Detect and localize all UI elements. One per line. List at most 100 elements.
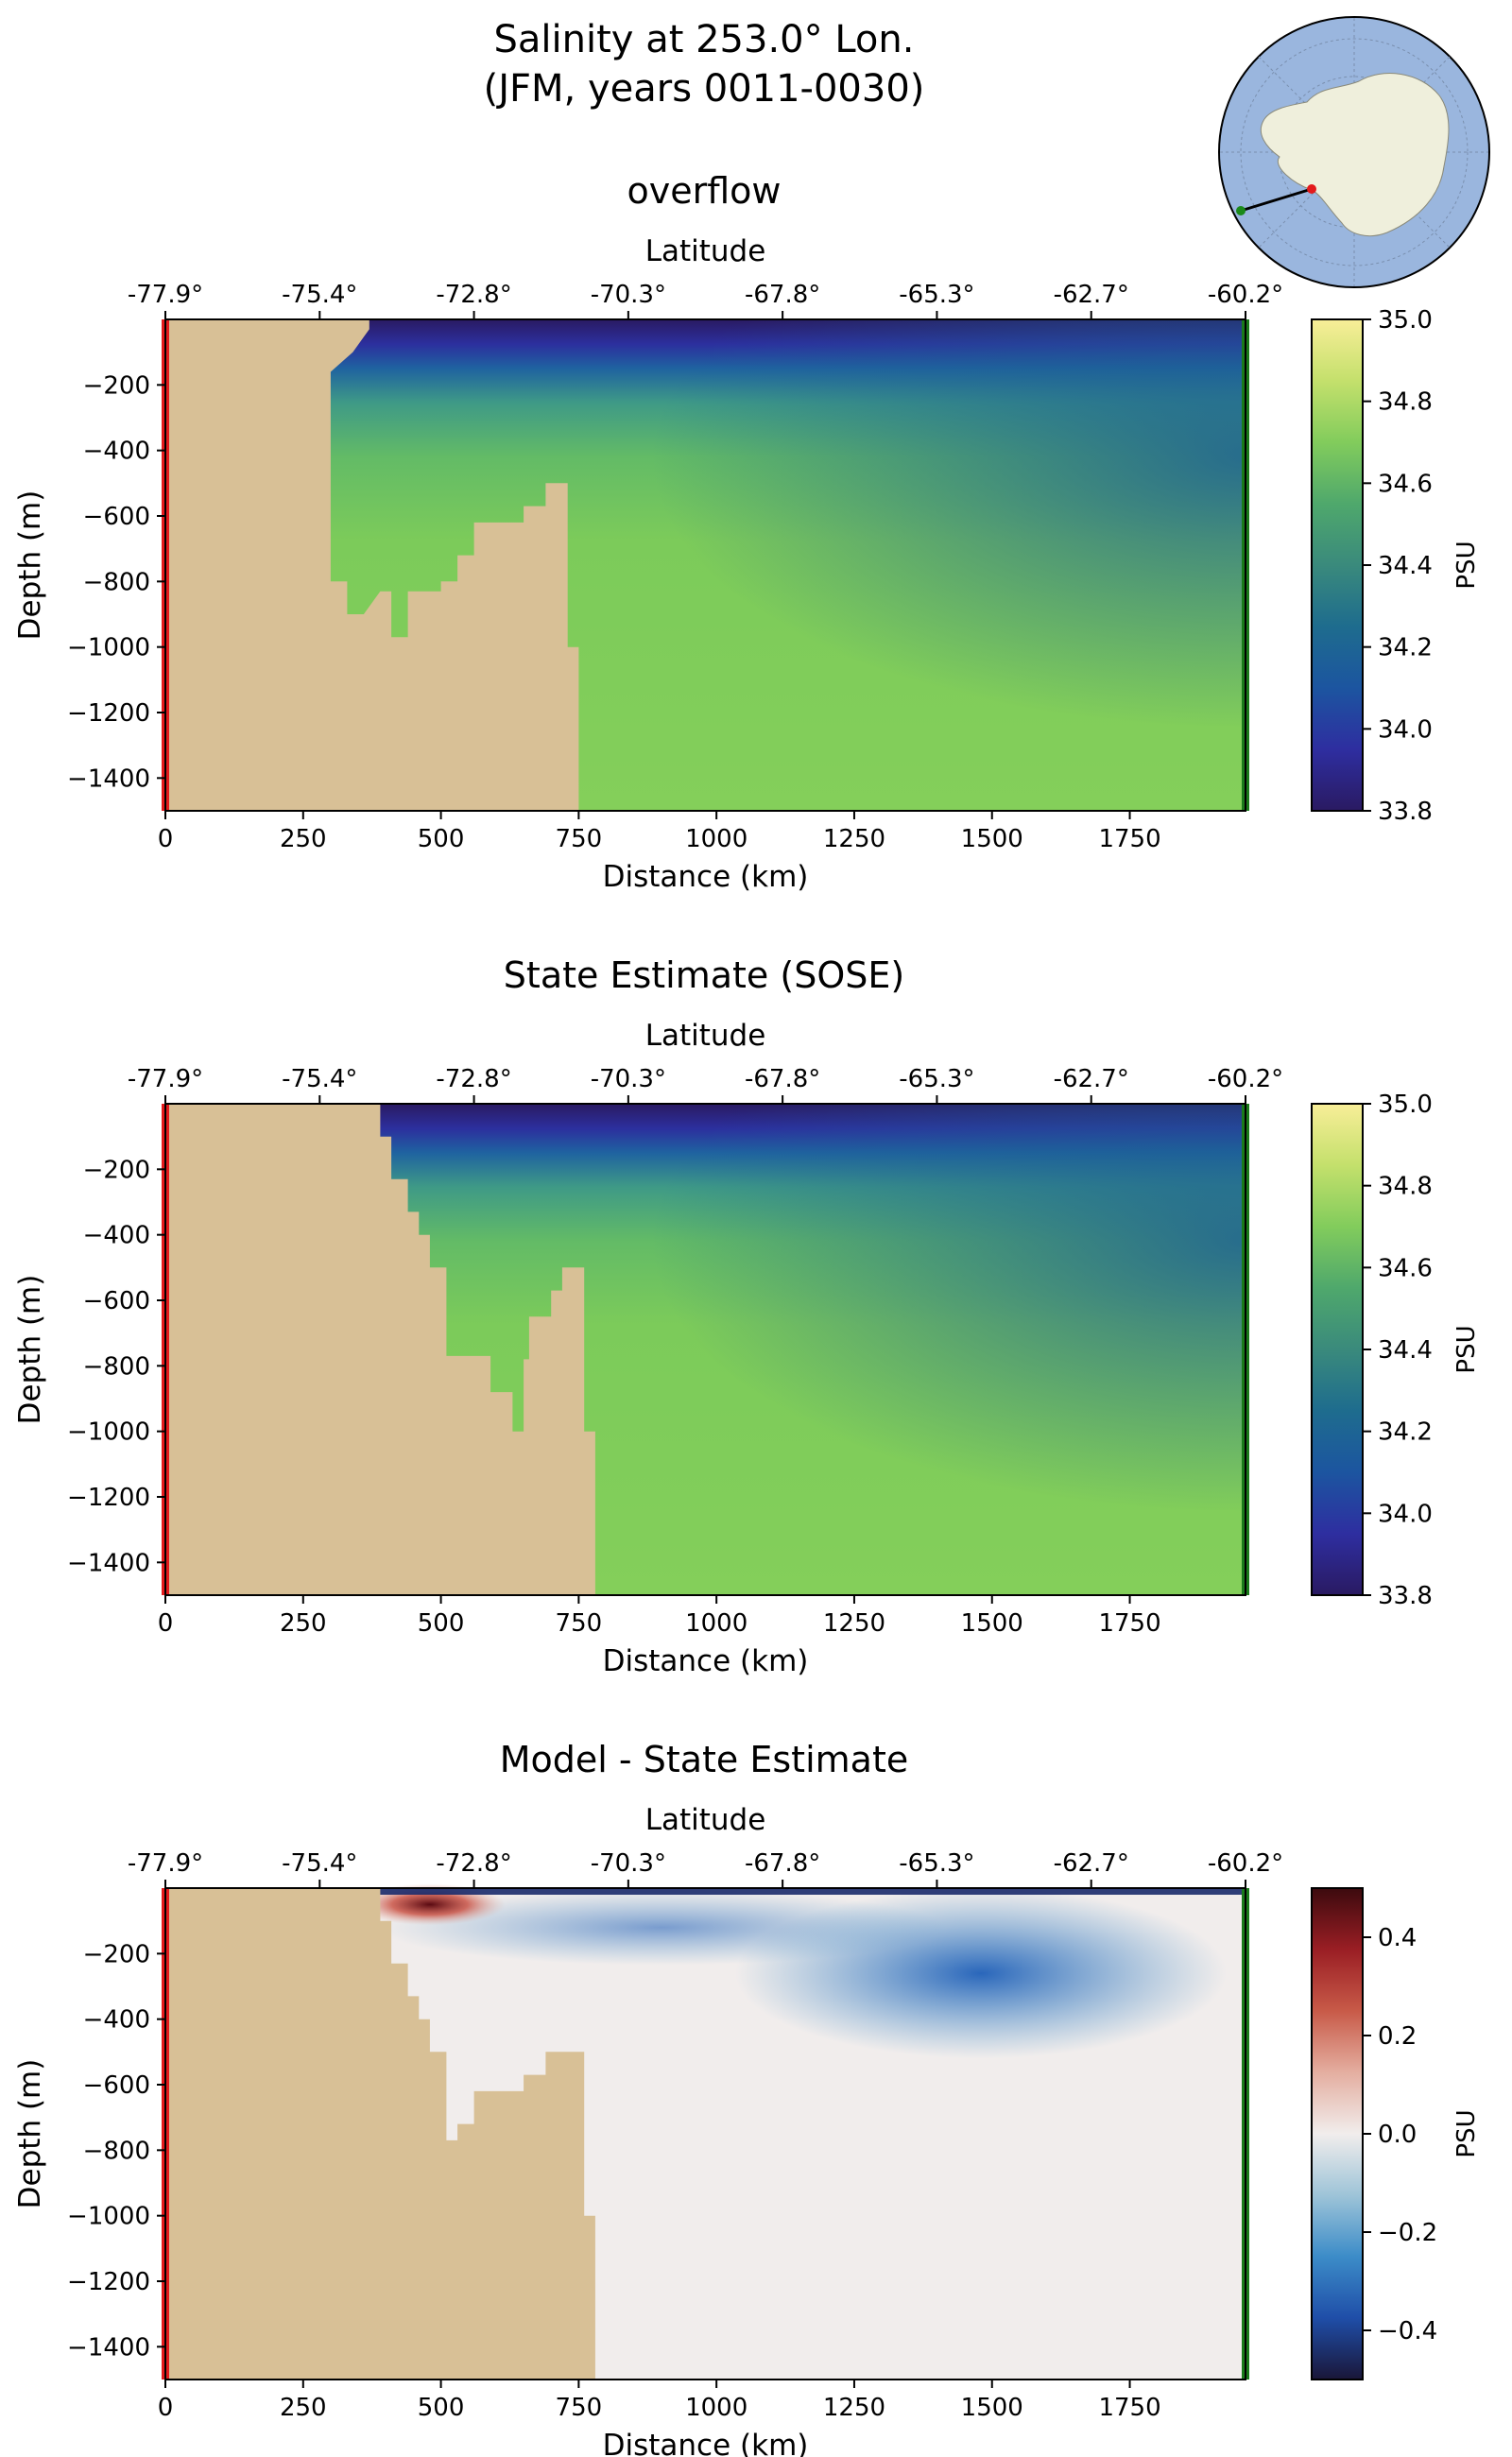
colorbar-tick-label: −0.2	[1378, 2219, 1437, 2247]
colorbar-tick-label: 34.6	[1378, 1254, 1433, 1282]
top-axis-label: Latitude	[645, 1803, 766, 1837]
top-tick-label: -60.2°	[1208, 281, 1283, 309]
y-tick-label: −600	[83, 1287, 150, 1315]
top-tick-label: -72.8°	[436, 281, 511, 309]
y-tick-label: −1200	[67, 2268, 150, 2296]
bathymetry-land-mask	[165, 319, 579, 811]
top-tick-label: -70.3°	[591, 281, 666, 309]
y-tick-label: −400	[83, 438, 150, 466]
top-tick-label: -75.4°	[282, 1849, 357, 1878]
top-tick-label: -62.7°	[1054, 1065, 1129, 1093]
x-tick-label: 1000	[685, 825, 747, 853]
plot-frame	[164, 318, 1246, 812]
x-tick-label: 0	[158, 2394, 174, 2422]
top-tick-label: -65.3°	[899, 1849, 974, 1878]
top-tick-label: -72.8°	[436, 1849, 511, 1878]
top-tick-label: -70.3°	[591, 1065, 666, 1093]
x-axis-label: Distance (km)	[603, 1644, 809, 1678]
x-tick-label: 750	[556, 1609, 603, 1638]
colorbar-tick-label: 34.4	[1378, 552, 1433, 580]
x-tick-label: 1750	[1098, 1609, 1160, 1638]
top-tick-label: -65.3°	[899, 1065, 974, 1093]
y-tick-label: −200	[83, 1156, 150, 1184]
panel-2-title: State Estimate (SOSE)	[503, 954, 905, 996]
y-tick-label: −1400	[67, 1549, 150, 1577]
y-tick-label: −1000	[67, 1418, 150, 1447]
y-tick-label: −200	[83, 371, 150, 400]
top-tick-label: -67.8°	[745, 281, 820, 309]
top-tick-label: -77.9°	[128, 1065, 203, 1093]
y-tick-label: −800	[83, 1352, 150, 1381]
x-tick-label: 1250	[823, 825, 885, 853]
x-tick-label: 250	[280, 2394, 327, 2422]
figure-title-line1: Salinity at 253.0° Lon.	[493, 18, 915, 61]
colorbar	[1311, 1887, 1364, 2380]
x-tick-label: 0	[158, 825, 174, 853]
x-tick-label: 1750	[1098, 2394, 1160, 2422]
top-tick-label: -65.3°	[899, 281, 974, 309]
colorbar-tick-label: 34.2	[1378, 634, 1433, 662]
x-tick-label: 500	[418, 1609, 465, 1638]
colorbar-tick-label: 34.6	[1378, 470, 1433, 498]
x-tick-label: 500	[418, 825, 465, 853]
top-tick-label: -60.2°	[1208, 1849, 1283, 1878]
y-tick-label: −1000	[67, 634, 150, 662]
y-tick-label: −800	[83, 2137, 150, 2165]
x-tick-label: 1500	[961, 825, 1023, 853]
top-tick-label: -60.2°	[1208, 1065, 1283, 1093]
x-axis-label: Distance (km)	[603, 860, 809, 894]
x-tick-label: 1500	[961, 2394, 1023, 2422]
x-tick-label: 750	[556, 825, 603, 853]
x-tick-label: 1250	[823, 2394, 885, 2422]
colorbar-tick-label: 34.0	[1378, 715, 1433, 744]
x-tick-label: 250	[280, 825, 327, 853]
colorbar-tick-label: 34.0	[1378, 1500, 1433, 1528]
colorbar-label: PSU	[1452, 1325, 1481, 1373]
x-tick-label: 1500	[961, 1609, 1023, 1638]
sose-salinity-panel: 0 250 500 750 1000 1250 1500 1750 Distance (km) -…	[13, 1019, 1481, 1678]
colorbar-tick-label: 34.8	[1378, 1173, 1433, 1201]
x-tick-label: 1250	[823, 1609, 885, 1638]
x-tick-label: 250	[280, 1609, 327, 1638]
top-axis-label: Latitude	[645, 1019, 766, 1053]
top-tick-label: -62.7°	[1054, 281, 1129, 309]
top-tick-label: -67.8°	[745, 1849, 820, 1878]
bathymetry-land-mask	[165, 1104, 595, 1595]
colorbar-tick-label: 34.8	[1378, 388, 1433, 417]
top-tick-label: -72.8°	[436, 1065, 511, 1093]
y-axis-label: Depth (m)	[13, 490, 47, 641]
antarctica-locator-map-icon	[1218, 16, 1490, 288]
colorbar-tick-label: 33.8	[1378, 1582, 1433, 1610]
y-tick-label: −1400	[67, 2333, 150, 2362]
panel-3-title: Model - State Estimate	[499, 1739, 909, 1780]
x-tick-label: 500	[418, 2394, 465, 2422]
y-tick-label: −600	[83, 2071, 150, 2100]
x-tick-label: 750	[556, 2394, 603, 2422]
colorbar	[1311, 318, 1364, 812]
colorbar-tick-label: 35.0	[1378, 1091, 1433, 1119]
colorbar-label: PSU	[1452, 541, 1481, 589]
y-tick-label: −1400	[67, 765, 150, 793]
negative-anomaly-band	[377, 1889, 945, 1966]
colorbar-tick-label: 34.2	[1378, 1418, 1433, 1447]
colorbar-tick-label: 33.8	[1378, 798, 1433, 826]
x-tick-label: 1000	[685, 2394, 747, 2422]
y-tick-label: −400	[83, 1222, 150, 1250]
top-tick-label: -75.4°	[282, 1065, 357, 1093]
colorbar-tick-label: 0.2	[1378, 2022, 1417, 2051]
colorbar-tick-label: 0.4	[1378, 1924, 1417, 1952]
top-tick-label: -62.7°	[1054, 1849, 1129, 1878]
top-axis-label: Latitude	[645, 234, 766, 268]
y-tick-label: −400	[83, 2006, 150, 2035]
colorbar-tick-label: −0.4	[1378, 2317, 1437, 2345]
x-tick-label: 0	[158, 1609, 174, 1638]
top-tick-label: -77.9°	[128, 1849, 203, 1878]
y-tick-label: −600	[83, 503, 150, 531]
plot-frame	[164, 1887, 1246, 2380]
y-axis-label: Depth (m)	[13, 1275, 47, 1425]
y-tick-label: −1200	[67, 1484, 150, 1512]
x-axis-label: Distance (km)	[603, 2429, 809, 2457]
top-tick-label: -70.3°	[591, 1849, 666, 1878]
top-tick-label: -67.8°	[745, 1065, 820, 1093]
x-tick-label: 1750	[1098, 825, 1160, 853]
